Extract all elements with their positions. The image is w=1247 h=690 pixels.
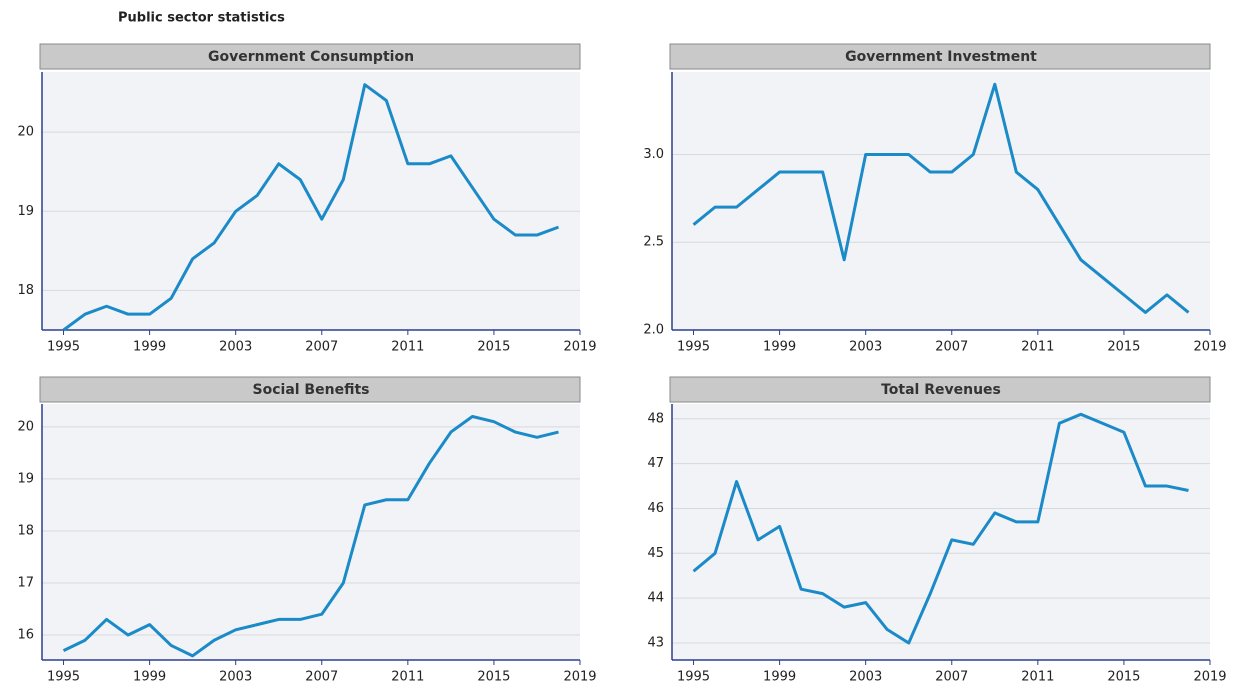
y-tick-label: 18 (17, 283, 34, 298)
x-tick-label: 2015 (477, 670, 510, 685)
x-tick-label: 2019 (563, 670, 596, 685)
panel-title: Government Investment (845, 49, 1037, 65)
panel-header (39, 376, 581, 403)
x-tick-label: 2011 (391, 670, 424, 685)
y-tick-label: 48 (647, 411, 664, 426)
x-tick-label: 2007 (935, 340, 968, 355)
panel-title: Government Consumption (208, 49, 414, 65)
panel-header (39, 43, 581, 70)
x-tick-label: 1999 (763, 670, 796, 685)
data-line (692, 82, 1190, 314)
y-tick-label: 2.0 (643, 323, 664, 338)
y-tick-label: 19 (17, 204, 34, 219)
x-tick-label: 1995 (47, 670, 80, 685)
x-tick-label: 2003 (219, 670, 252, 685)
x-tick-label: 2015 (477, 340, 510, 355)
data-line (62, 414, 559, 658)
x-tick-label: 2019 (1193, 340, 1226, 355)
x-tick-label: 2019 (563, 340, 596, 355)
page-title: Public sector statistics (118, 11, 285, 26)
y-tick-label: 45 (647, 546, 664, 561)
x-tick-label: 2011 (1021, 340, 1054, 355)
x-tick-label: 2003 (849, 670, 882, 685)
x-tick-label: 1999 (133, 670, 166, 685)
plot-area (672, 72, 1210, 330)
data-line (692, 412, 1189, 645)
y-tick-label: 44 (647, 591, 664, 606)
panel-title: Total Revenues (881, 382, 1001, 398)
panel-header (669, 376, 1211, 403)
y-tick-label: 18 (17, 523, 34, 538)
data-line (62, 83, 559, 332)
x-tick-label: 2019 (1193, 670, 1226, 685)
x-tick-label: 2003 (219, 340, 252, 355)
x-tick-label: 2011 (1021, 670, 1054, 685)
y-tick-label: 19 (17, 471, 34, 486)
y-tick-label: 17 (17, 575, 34, 590)
x-tick-label: 1999 (133, 340, 166, 355)
x-tick-label: 2007 (935, 670, 968, 685)
y-tick-label: 47 (647, 456, 664, 471)
panel-title: Social Benefits (253, 382, 370, 398)
x-tick-label: 2015 (1107, 670, 1140, 685)
y-tick-label: 2.5 (643, 235, 664, 250)
y-tick-label: 16 (17, 628, 34, 643)
x-tick-label: 1995 (677, 670, 710, 685)
x-tick-label: 2007 (305, 670, 338, 685)
y-tick-label: 20 (17, 419, 34, 434)
x-tick-label: 1995 (677, 340, 710, 355)
panel-header (669, 43, 1211, 70)
x-tick-label: 2007 (305, 340, 338, 355)
x-tick-label: 1995 (47, 340, 80, 355)
plot-area (672, 404, 1210, 660)
x-tick-label: 1999 (763, 340, 796, 355)
x-tick-label: 2003 (849, 340, 882, 355)
y-tick-label: 46 (647, 501, 664, 516)
y-tick-label: 43 (647, 635, 664, 650)
x-tick-label: 2011 (391, 340, 424, 355)
plot-area (42, 404, 580, 660)
x-tick-label: 2015 (1107, 340, 1140, 355)
y-tick-label: 20 (17, 125, 34, 140)
y-tick-label: 3.0 (643, 147, 664, 162)
